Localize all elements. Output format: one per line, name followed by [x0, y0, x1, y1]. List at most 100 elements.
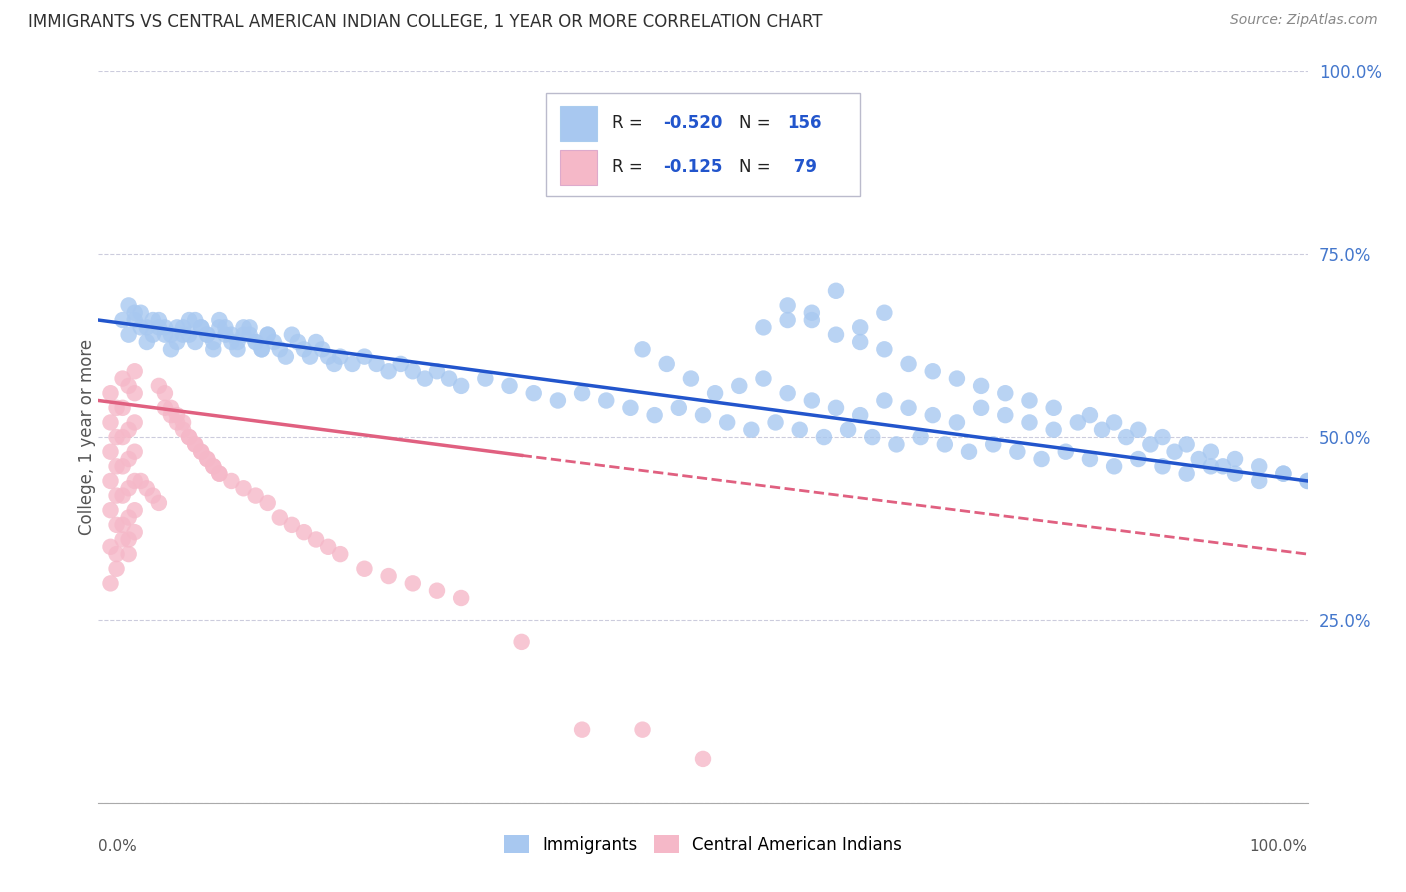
Point	[305, 334, 328, 349]
Point	[100, 416, 122, 430]
Point	[148, 320, 170, 334]
Point	[1272, 467, 1295, 481]
Point	[679, 371, 702, 385]
Point	[377, 569, 399, 583]
Point	[208, 313, 231, 327]
Point	[153, 386, 176, 401]
Point	[1102, 416, 1125, 430]
Point	[172, 423, 194, 437]
Point	[946, 416, 969, 430]
Point	[269, 510, 291, 524]
Point	[704, 386, 727, 401]
Point	[1091, 423, 1114, 437]
Point	[873, 343, 896, 357]
Point	[129, 474, 152, 488]
Point	[595, 393, 617, 408]
Point	[776, 313, 799, 327]
Point	[921, 408, 943, 422]
Point	[111, 517, 134, 532]
Point	[873, 393, 896, 408]
Point	[124, 474, 146, 488]
Point	[135, 320, 157, 334]
Point	[1152, 459, 1174, 474]
Point	[190, 444, 212, 458]
Point	[105, 489, 128, 503]
Y-axis label: College, 1 year or more: College, 1 year or more	[79, 339, 96, 535]
Point	[124, 364, 146, 378]
Point	[153, 401, 176, 415]
Point	[221, 334, 243, 349]
Point	[124, 444, 146, 458]
Point	[105, 459, 128, 474]
Point	[100, 386, 122, 401]
Point	[124, 313, 146, 327]
Point	[342, 357, 364, 371]
Point	[202, 459, 225, 474]
Point	[263, 334, 285, 349]
Point	[329, 547, 352, 561]
Point	[142, 313, 165, 327]
Point	[281, 327, 304, 342]
Point	[510, 635, 533, 649]
Point	[179, 327, 201, 342]
Point	[740, 423, 762, 437]
Point	[256, 327, 278, 342]
Point	[111, 459, 134, 474]
Point	[825, 284, 848, 298]
Point	[111, 533, 134, 547]
Point	[232, 327, 254, 342]
Point	[426, 583, 449, 598]
Point	[402, 364, 425, 378]
Point	[179, 430, 201, 444]
Point	[184, 437, 207, 451]
Point	[1188, 452, 1211, 467]
Point	[245, 334, 267, 349]
Point	[184, 313, 207, 327]
Point	[232, 481, 254, 495]
Point	[184, 334, 207, 349]
Point	[153, 320, 176, 334]
Point	[190, 320, 212, 334]
Point	[135, 481, 157, 495]
Point	[124, 503, 146, 517]
Point	[148, 313, 170, 327]
Point	[111, 371, 134, 385]
Point	[474, 371, 496, 385]
Point	[292, 343, 315, 357]
Point	[160, 343, 183, 357]
Point	[776, 298, 799, 312]
Point	[402, 576, 425, 591]
Point	[692, 408, 714, 422]
Point	[105, 547, 128, 561]
Point	[184, 437, 207, 451]
Point	[1212, 459, 1234, 474]
Point	[366, 357, 388, 371]
Point	[825, 327, 848, 342]
Point	[172, 416, 194, 430]
Point	[232, 320, 254, 334]
Point	[311, 343, 333, 357]
Point	[353, 350, 375, 364]
Point	[1078, 452, 1101, 467]
Point	[195, 452, 218, 467]
Point	[129, 306, 152, 320]
Point	[692, 752, 714, 766]
Point	[728, 379, 751, 393]
Point	[498, 379, 520, 393]
Point	[957, 444, 980, 458]
Point	[118, 379, 141, 393]
Point	[100, 474, 122, 488]
Point	[124, 416, 146, 430]
Text: IMMIGRANTS VS CENTRAL AMERICAN INDIAN COLLEGE, 1 YEAR OR MORE CORRELATION CHART: IMMIGRANTS VS CENTRAL AMERICAN INDIAN CO…	[28, 13, 823, 31]
Point	[100, 576, 122, 591]
Point	[655, 357, 678, 371]
Point	[1152, 430, 1174, 444]
Point	[316, 350, 339, 364]
Point	[970, 379, 993, 393]
Point	[299, 350, 322, 364]
Point	[190, 444, 212, 458]
Point	[1031, 452, 1053, 467]
Point	[269, 343, 291, 357]
Point	[1163, 444, 1185, 458]
Point	[214, 320, 236, 334]
